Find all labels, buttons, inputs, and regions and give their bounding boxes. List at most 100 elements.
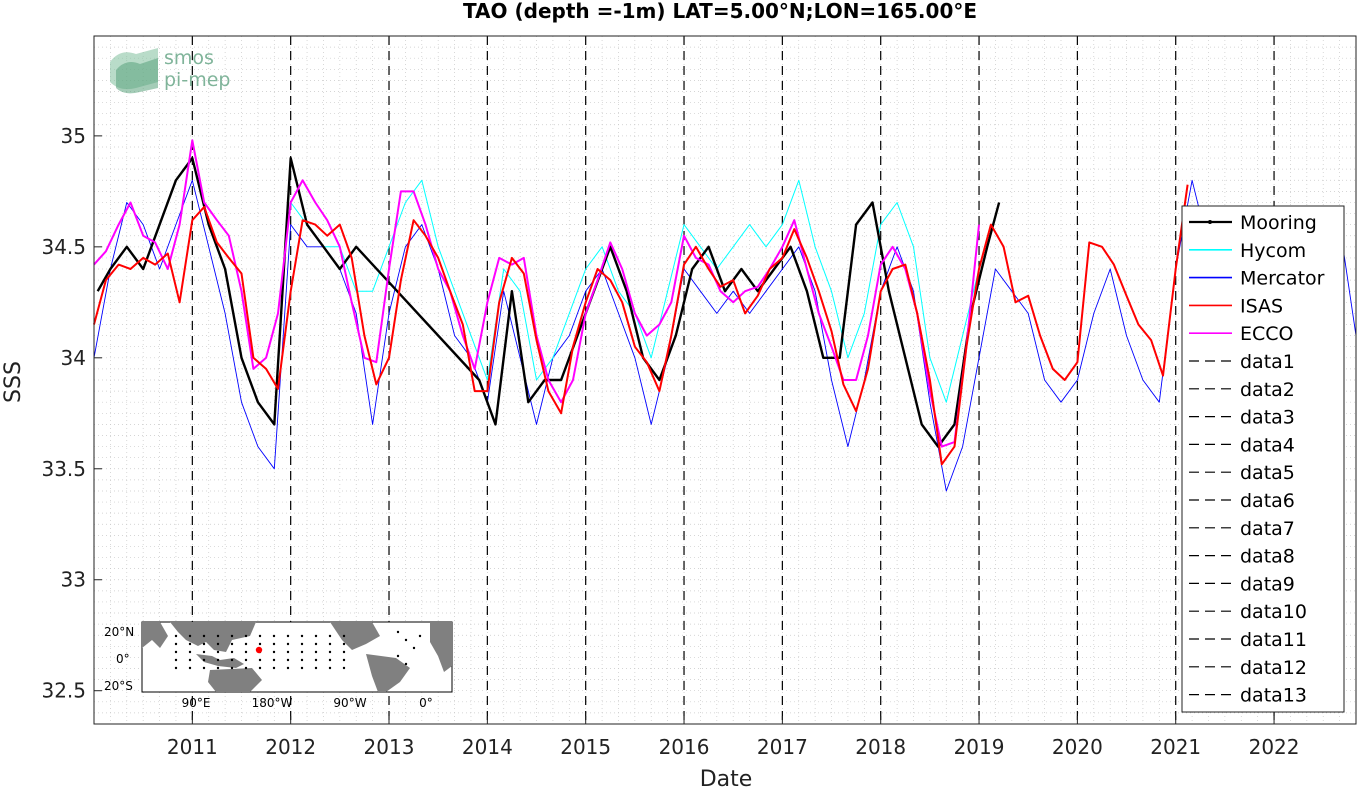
- buoy-dot: [244, 634, 248, 638]
- buoy-dot: [258, 634, 262, 638]
- map-land-africa-east: [430, 622, 452, 672]
- x-tick-label: 2015: [560, 735, 611, 759]
- buoy-dot: [342, 658, 346, 662]
- buoy-dot: [286, 642, 290, 646]
- buoy-dot: [174, 642, 178, 646]
- buoy-dot: [202, 658, 206, 662]
- legend-label: data7: [1240, 518, 1295, 540]
- buoy-dot: [244, 642, 248, 646]
- map-label-20n: 20°N: [104, 625, 134, 639]
- y-axis-label: SSS: [1, 361, 26, 403]
- buoy-dot: [328, 650, 332, 654]
- legend-label: Hycom: [1240, 240, 1306, 262]
- x-tick-label: 2016: [659, 735, 710, 759]
- legend-label: data9: [1240, 573, 1295, 595]
- series-line-isas: [93, 184, 1189, 466]
- legend-label: Mooring: [1240, 212, 1317, 234]
- map-land-samerica: [366, 654, 410, 692]
- legend-entries: Mooring Hycom Mercator ISAS ECCO data1 data2 da…: [1189, 212, 1325, 707]
- y-axis-ticks: 32.5 33 33.5 34 34.5 35: [41, 124, 102, 703]
- buoy-dot: [202, 666, 206, 670]
- buoy-dot: [300, 642, 304, 646]
- x-tick-label: 2020: [1052, 735, 1103, 759]
- buoy-dot: [244, 650, 248, 654]
- buoy-dot: [404, 662, 408, 666]
- buoy-dot: [396, 654, 400, 658]
- buoy-dot: [188, 658, 192, 662]
- buoy-dots: [174, 630, 422, 670]
- buoy-dot: [272, 634, 276, 638]
- map-land-australia: [208, 668, 262, 692]
- legend-label: Mercator: [1240, 268, 1325, 290]
- buoy-dot: [188, 642, 192, 646]
- series-line-mercator: [93, 179, 1357, 492]
- x-tick-label: 2017: [757, 735, 808, 759]
- legend-marker: [1208, 220, 1212, 224]
- buoy-dot: [418, 634, 422, 638]
- inset-map: 20°N 0° 20°S 90°E 180°W 90°W 0°: [104, 621, 453, 710]
- map-land-africa: [142, 622, 168, 648]
- buoy-dot: [216, 634, 220, 638]
- buoy-dot: [174, 634, 178, 638]
- x-tick-label: 2021: [1150, 735, 1201, 759]
- y-tick-label: 34: [61, 346, 86, 370]
- logo-line1: smos: [164, 47, 214, 69]
- map-label-20s: 20°S: [104, 679, 133, 693]
- buoy-dot: [300, 658, 304, 662]
- legend-label: data11: [1240, 629, 1307, 651]
- legend-label: data10: [1240, 601, 1307, 623]
- legend-label: data8: [1240, 546, 1295, 568]
- buoy-dot: [286, 658, 290, 662]
- buoy-dot: [272, 642, 276, 646]
- buoy-dot: [272, 666, 276, 670]
- buoy-dot: [174, 650, 178, 654]
- buoy-dot: [230, 650, 234, 654]
- buoy-dot: [258, 666, 262, 670]
- map-land-indonesia: [196, 654, 244, 668]
- map-land-namerica: [330, 622, 380, 650]
- buoy-dot: [300, 666, 304, 670]
- buoy-dot: [244, 658, 248, 662]
- legend: Mooring Hycom Mercator ISAS ECCO data1 data2 da…: [1181, 205, 1345, 713]
- buoy-dot: [174, 666, 178, 670]
- y-tick-label: 33: [61, 568, 86, 592]
- legend-box: [1181, 205, 1345, 713]
- buoy-dot: [272, 650, 276, 654]
- buoy-dot: [216, 642, 220, 646]
- legend-label: data6: [1240, 490, 1295, 512]
- buoy-dot: [244, 666, 248, 670]
- map-label-90e: 90°E: [182, 696, 211, 710]
- buoy-dot: [258, 658, 262, 662]
- x-tick-label: 2011: [167, 735, 218, 759]
- buoy-dot: [230, 634, 234, 638]
- plot-area-border: [93, 35, 1357, 725]
- buoy-dot: [272, 658, 276, 662]
- buoy-dot: [188, 634, 192, 638]
- buoy-dot: [328, 658, 332, 662]
- logo-line2: pi-mep: [164, 69, 230, 91]
- buoy-dot: [328, 634, 332, 638]
- buoy-dot: [202, 650, 206, 654]
- map-label-180w: 180°W: [252, 696, 293, 710]
- buoy-dot: [342, 650, 346, 654]
- buoy-dot: [328, 642, 332, 646]
- buoy-dot: [342, 666, 346, 670]
- y-tick-label: 33.5: [41, 457, 86, 481]
- buoy-dot: [314, 642, 318, 646]
- buoy-dot: [286, 634, 290, 638]
- x-tick-label: 2022: [1249, 735, 1300, 759]
- map-label-0: 0°: [116, 652, 130, 666]
- buoy-dot: [258, 642, 262, 646]
- y-tick-label: 35: [61, 124, 86, 148]
- smos-pimep-logo: smos pi-mep: [110, 47, 230, 94]
- buoy-dot: [216, 666, 220, 670]
- legend-label: data5: [1240, 462, 1295, 484]
- legend-label: data3: [1240, 407, 1295, 429]
- y-tick-label: 32.5: [41, 679, 86, 703]
- chart-title: TAO (depth =-1m) LAT=5.00°N;LON=165.00°E: [463, 0, 977, 23]
- buoy-dot: [314, 650, 318, 654]
- buoy-dot: [328, 666, 332, 670]
- buoy-dot: [314, 658, 318, 662]
